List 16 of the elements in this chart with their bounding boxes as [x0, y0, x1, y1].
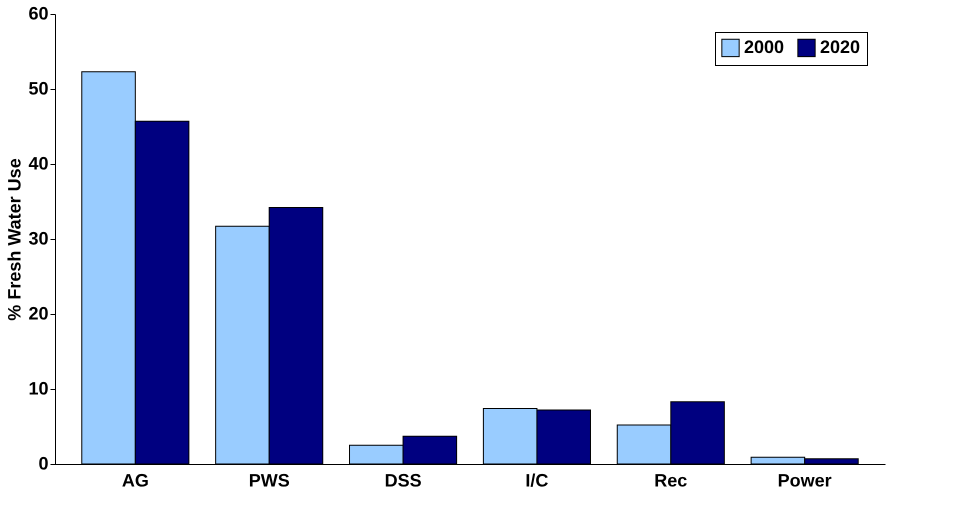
x-tick-label: Power — [778, 470, 832, 490]
x-tick-label: Rec — [654, 470, 688, 490]
legend-label: 2000 — [744, 36, 784, 57]
y-axis-title: % Fresh Water Use — [4, 158, 24, 321]
y-tick-label: 10 — [28, 378, 48, 398]
y-tick-label: 50 — [28, 78, 48, 98]
legend-label: 2020 — [820, 36, 860, 57]
y-tick-label: 40 — [28, 154, 48, 174]
y-tick-label: 60 — [28, 4, 48, 24]
x-tick-label: PWS — [248, 470, 290, 490]
y-tick-label: 30 — [28, 228, 48, 248]
x-tick-label: I/C — [525, 470, 548, 490]
x-tick-label: AG — [122, 470, 149, 490]
x-tick-label: DSS — [384, 470, 422, 490]
y-tick-label: 20 — [28, 304, 48, 324]
y-tick-label: 0 — [38, 454, 48, 474]
